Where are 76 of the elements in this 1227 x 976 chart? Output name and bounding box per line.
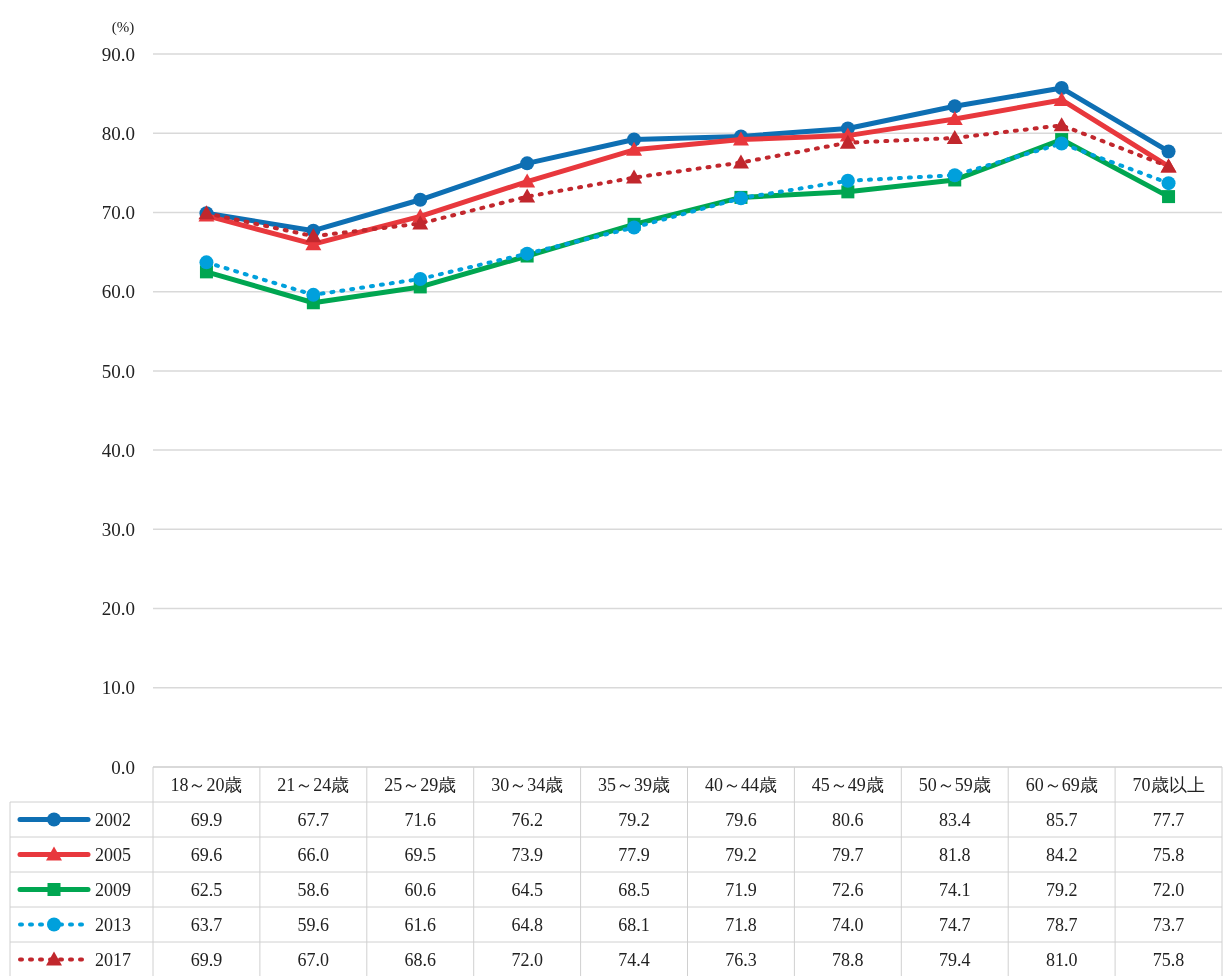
y-tick-label: 10.0 [101,677,135,699]
y-tick-label: 60.0 [101,281,135,303]
y-tick-label: 90.0 [101,43,135,65]
legend-label: 2005 [95,844,131,865]
data-label: 63.7 [190,914,223,935]
y-axis-title: (%) [111,19,135,36]
data-label: 79.2 [618,809,650,830]
data-label: 58.6 [297,879,330,900]
data-label: 66.0 [297,844,330,865]
x-tick-label: 50～59歳 [918,774,991,795]
data-label: 74.1 [939,879,971,900]
y-tick-label: 50.0 [101,360,135,382]
data-label: 84.2 [1045,844,1078,865]
data-label: 78.8 [832,949,864,970]
data-label: 79.4 [939,949,971,970]
data-label: 80.6 [832,809,864,830]
x-tick-label: 18～20歳 [170,774,243,795]
x-tick-label: 35～39歳 [598,774,671,795]
y-tick-label: 70.0 [101,202,135,224]
data-label: 75.8 [1152,844,1185,865]
data-label: 67.0 [297,949,330,970]
x-tick-label: 25～29歳 [384,774,457,795]
legend-label: 2002 [95,809,131,830]
data-label: 69.5 [404,844,436,865]
data-label: 79.2 [725,844,757,865]
y-tick-label: 0.0 [111,756,135,778]
data-label: 69.6 [190,844,223,865]
data-label: 85.7 [1045,809,1078,830]
x-tick-label: 40～44歳 [704,774,777,795]
data-label: 68.6 [404,949,436,970]
data-label: 61.6 [404,914,436,935]
data-label: 71.8 [725,914,757,935]
x-tick-label: 45～49歳 [811,774,884,795]
data-label: 64.5 [511,879,543,900]
data-label: 77.7 [1152,809,1185,830]
y-tick-label: 40.0 [101,439,135,461]
data-label: 75.8 [1152,949,1185,970]
data-label: 77.9 [618,844,650,865]
y-tick-label: 30.0 [101,518,135,540]
data-label: 81.0 [1045,949,1078,970]
data-label: 76.3 [725,949,757,970]
data-label: 71.9 [725,879,757,900]
data-label: 74.7 [939,914,971,935]
data-label: 73.9 [511,844,543,865]
data-label: 72.6 [832,879,864,900]
x-tick-label: 30～34歳 [491,774,564,795]
legend-label: 2009 [95,879,131,900]
x-tick-label: 21～24歳 [277,774,350,795]
data-label: 79.2 [1045,879,1078,900]
data-label: 60.6 [404,879,436,900]
data-label: 78.7 [1045,914,1078,935]
data-label: 68.5 [618,879,650,900]
data-label: 76.2 [511,809,543,830]
data-label: 59.6 [297,914,330,935]
data-label: 72.0 [511,949,543,970]
legend-label: 2013 [95,914,131,935]
data-label: 67.7 [297,809,330,830]
x-tick-label: 60～69歳 [1025,774,1098,795]
x-tick-label: 70歳以上 [1132,774,1205,795]
data-label: 64.8 [511,914,543,935]
data-label: 73.7 [1152,914,1185,935]
data-label: 79.6 [725,809,757,830]
data-label: 79.7 [832,844,864,865]
data-label: 69.9 [190,949,223,970]
data-label: 69.9 [190,809,223,830]
data-label: 74.0 [832,914,864,935]
legend-label: 2017 [95,949,131,970]
data-label: 68.1 [618,914,650,935]
data-label: 72.0 [1152,879,1185,900]
y-tick-label: 20.0 [101,598,135,620]
data-label: 62.5 [190,879,223,900]
data-label: 71.6 [404,809,436,830]
data-label: 74.4 [618,949,650,970]
y-tick-label: 80.0 [101,122,135,144]
data-label: 83.4 [939,809,971,830]
data-label: 81.8 [939,844,971,865]
